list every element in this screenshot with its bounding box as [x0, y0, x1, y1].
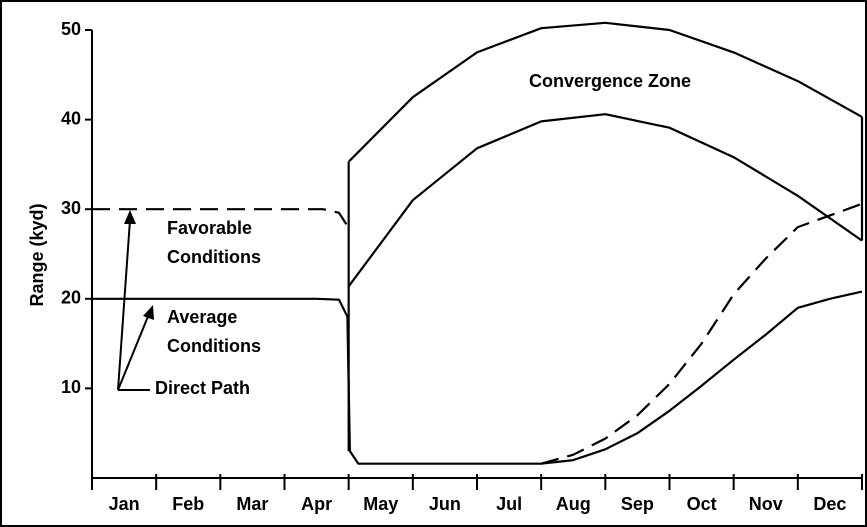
y-axis-label: Range (kyd) — [27, 203, 47, 306]
annotation: Average — [167, 307, 237, 327]
x-tick-label: Mar — [236, 494, 268, 514]
annotation: Convergence Zone — [529, 71, 691, 91]
series-line — [347, 21, 863, 163]
series-line — [347, 113, 863, 287]
x-tick-label: Dec — [813, 494, 846, 514]
x-tick-label: Feb — [172, 494, 204, 514]
y-tick-label: 30 — [61, 198, 81, 218]
y-tick-label: 50 — [61, 19, 81, 39]
annotation: Direct Path — [155, 378, 250, 398]
arrow-head — [143, 305, 154, 320]
series-line — [92, 290, 863, 465]
x-tick-label: Aug — [556, 494, 591, 514]
arrow-head — [124, 210, 136, 224]
x-tick-label: Apr — [301, 494, 332, 514]
arrows — [117, 210, 154, 391]
series-line — [92, 202, 863, 465]
x-tick-label: Oct — [687, 494, 717, 514]
y-tick-label: 40 — [61, 108, 81, 128]
y-tick-label: 10 — [61, 377, 81, 397]
annotation: Favorable — [167, 218, 252, 238]
annotation: Conditions — [167, 247, 261, 267]
y-tick-label: 20 — [61, 288, 81, 308]
arrow — [117, 313, 150, 391]
x-tick-label: May — [363, 494, 398, 514]
annotation: Conditions — [167, 336, 261, 356]
x-tick-label: Jun — [429, 494, 461, 514]
x-tick-label: Jul — [496, 494, 522, 514]
arrow — [117, 219, 131, 391]
x-tick-label: Nov — [749, 494, 783, 514]
x-tick-label: Jan — [109, 494, 140, 514]
x-tick-label: Sep — [621, 494, 654, 514]
